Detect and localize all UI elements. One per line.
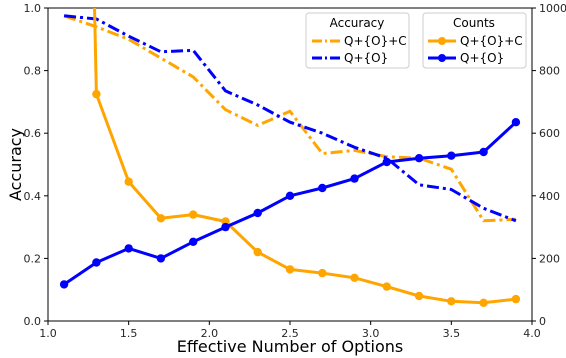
series-point-cnt_qo: [92, 258, 101, 267]
series-line-acc_qoc: [63, 14, 516, 223]
series-point-cnt_qo: [382, 157, 391, 167]
series-point-cnt_qo: [318, 183, 327, 193]
series-point-cnt_qo: [350, 174, 359, 183]
x-tick-label: 2.0: [201, 327, 219, 340]
legend-counts-marker-qoc: [438, 37, 446, 45]
x-axis-title: Effective Number of Options: [177, 337, 404, 356]
series-point-cnt_qoc: [285, 265, 295, 274]
series-point-cnt_qoc: [414, 291, 424, 301]
series-point-cnt_qo: [221, 222, 230, 232]
series-point-cnt_qoc: [382, 282, 391, 291]
y-right-tick-label: 200: [539, 252, 560, 265]
series-point-cnt_qo: [447, 151, 456, 160]
x-tick-label: 3.0: [362, 327, 380, 340]
y-axis-left-title: Accuracy: [6, 128, 25, 201]
x-tick-label: 2.5: [281, 327, 299, 340]
legend-counts: Counts Q+{O}+C Q+{O}: [422, 12, 527, 69]
series-line-cnt_qo: [63, 121, 517, 286]
legend-counts-marker-qo: [438, 54, 446, 62]
series-point-cnt_qoc: [92, 89, 101, 99]
series-point-cnt_qoc: [511, 294, 521, 304]
legend-counts-title: Counts: [453, 16, 495, 30]
legend-counts-label-qoc: Q+{O}+C: [460, 34, 523, 48]
x-tick-label: 1.5: [120, 327, 138, 340]
series-point-cnt_qoc: [253, 247, 262, 257]
legend-accuracy: Accuracy Q+{O}+C Q+{O}: [305, 12, 410, 69]
legend-accuracy-label-qoc: Q+{O}+C: [344, 34, 407, 48]
y-right-tick-label: 600: [539, 127, 560, 140]
y-right-tick-label: 0: [539, 315, 546, 328]
series-point-cnt_qoc: [156, 214, 166, 223]
y-right-tick-label: 800: [539, 65, 560, 78]
axis-ticks: 1.0 1.5 2.0 2.5 3.0 3.5 4.0 0.0 0.2 0.4 0.6 0.8 1.0 0…: [24, 2, 566, 340]
series-line-acc_qo: [63, 14, 517, 223]
series-point-cnt_qo: [189, 237, 198, 246]
series-point-cnt_qoc: [350, 273, 359, 282]
y-left-tick-label: 0.6: [24, 127, 42, 140]
series-point-cnt_qo: [414, 154, 424, 163]
series-point-cnt_qoc: [189, 210, 198, 219]
legend-accuracy-box: [305, 12, 410, 69]
y-right-tick-label: 400: [539, 190, 560, 203]
y-left-tick-label: 0.4: [24, 190, 42, 203]
x-tick-label: 1.0: [39, 327, 57, 340]
series-point-cnt_qo: [156, 254, 166, 263]
legend-counts-box: [422, 12, 527, 69]
y-left-tick-label: 0.2: [24, 252, 42, 265]
series-point-cnt_qoc: [318, 268, 327, 278]
series-point-cnt_qoc: [124, 177, 133, 186]
y-right-tick-label: 1000: [539, 2, 566, 15]
y-left-tick-label: 0.0: [24, 315, 42, 328]
series-point-cnt_qo: [511, 118, 521, 127]
series-point-cnt_qo: [285, 191, 295, 200]
series-point-cnt_qoc: [447, 297, 456, 306]
y-left-tick-label: 1.0: [24, 2, 42, 15]
legend-accuracy-title: Accuracy: [330, 16, 385, 30]
x-tick-label: 4.0: [523, 327, 541, 340]
series-point-cnt_qo: [479, 147, 488, 157]
x-tick-label: 3.5: [443, 327, 461, 340]
legend-accuracy-label-qo: Q+{O}: [344, 51, 388, 65]
series-point-cnt_qo: [253, 208, 262, 218]
y-left-tick-label: 0.8: [24, 65, 42, 78]
legend-counts-label-qo: Q+{O}: [460, 51, 504, 65]
series-point-cnt_qo: [59, 280, 69, 289]
series-point-cnt_qoc: [479, 298, 488, 307]
series-point-cnt_qo: [124, 244, 133, 253]
series-layer: [59, 8, 521, 307]
